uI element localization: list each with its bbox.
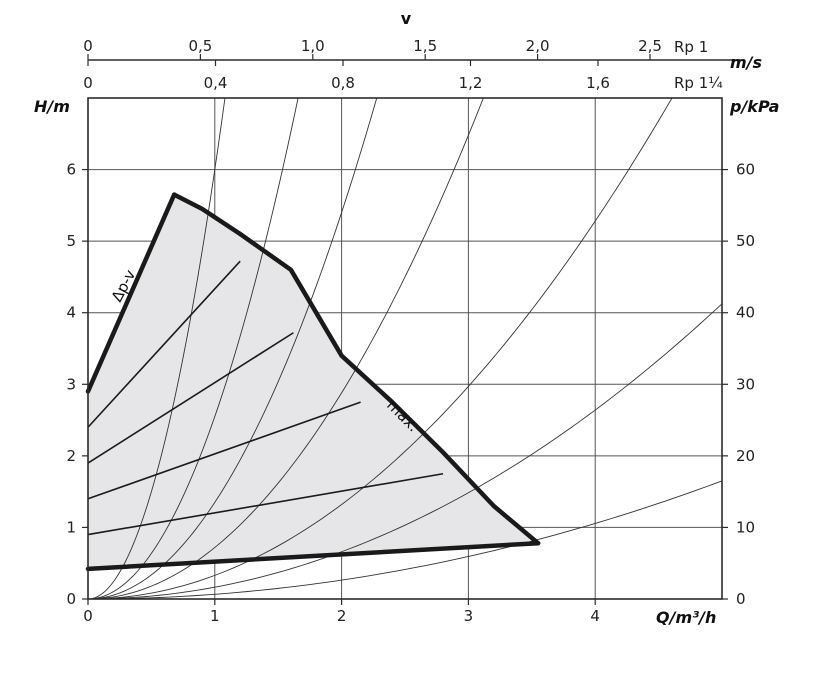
y-right-tick-label-6: 60 <box>736 161 755 179</box>
rp114-tick-label-3: 1,2 <box>459 74 483 92</box>
y-left-tick-label-6: 6 <box>66 161 76 179</box>
y-axis-right-ticks: 0 10 20 30 40 50 60 <box>722 161 755 608</box>
dp-v-curve <box>85 192 177 394</box>
top-axis-title: v <box>401 9 412 28</box>
y-right-tick-label-0: 0 <box>736 590 746 608</box>
x-tick-label-2: 2 <box>337 607 347 625</box>
rp1-tick-label-1: 0,5 <box>188 37 212 55</box>
rp1-tick-label-2: 1,0 <box>301 37 325 55</box>
x-tick-label-4: 4 <box>590 607 600 625</box>
rp1-tick-label-3: 1,5 <box>413 37 437 55</box>
y-left-tick-label-3: 3 <box>66 375 76 393</box>
rp1-tick-label-4: 2,0 <box>526 37 550 55</box>
rp114-tick-label-0: 0 <box>83 74 93 92</box>
operating-field <box>88 194 539 569</box>
system-curves <box>87 97 723 600</box>
rp114-tick-label-1: 0,4 <box>204 74 228 92</box>
plot-frame-rect <box>87 97 723 600</box>
y-right-tick-label-3: 30 <box>736 375 755 393</box>
top-axis-rp1-label: Rp 1 <box>674 38 708 56</box>
y-left-tick-label-1: 1 <box>66 518 76 536</box>
max-curve <box>171 192 541 546</box>
top-axis-rp114: 0 0,4 0,8 1,2 1,6 <box>83 60 610 92</box>
y-right-tick-label-5: 50 <box>736 232 755 250</box>
x-tick-label-1: 1 <box>210 607 220 625</box>
y-axis-left-label: H/m <box>34 97 70 116</box>
y-right-tick-label-1: 10 <box>736 518 755 536</box>
speed-line-3 <box>87 401 361 500</box>
top-axis-rp114-label: Rp 1¼ <box>674 74 723 92</box>
y-left-tick-label-5: 5 <box>66 232 76 250</box>
top-axis-rp1: 0 0,5 1,0 1,5 2,0 2,5 <box>83 37 742 61</box>
y-right-tick-label-2: 20 <box>736 447 755 465</box>
field-outline <box>85 192 541 572</box>
min-curve <box>85 540 541 572</box>
y-left-tick-label-4: 4 <box>66 304 76 322</box>
speed-line-1 <box>87 260 241 428</box>
speed-line-2 <box>87 332 294 464</box>
y-left-tick-label-0: 0 <box>66 590 76 608</box>
x-tick-label-0: 0 <box>83 607 93 625</box>
speed-line-4 <box>87 472 444 536</box>
y-right-tick-label-4: 40 <box>736 304 755 322</box>
speed-lines <box>87 260 444 536</box>
x-axis-ticks: 0 1 2 3 4 <box>83 599 600 625</box>
system-curve-4 <box>87 97 484 600</box>
top-axis-unit: m/s <box>730 53 762 72</box>
y-axis-left-ticks: 0 1 2 3 4 5 6 <box>66 161 88 608</box>
x-axis-label: Q/m³/h <box>656 608 716 627</box>
rp1-tick-label-5: 2,5 <box>638 37 662 55</box>
x-tick-label-3: 3 <box>464 607 474 625</box>
system-curve-6 <box>87 303 723 600</box>
plot-frame <box>87 97 723 600</box>
rp114-tick-label-2: 0,8 <box>331 74 355 92</box>
y-axis-right-label: p/kPa <box>729 97 779 116</box>
system-curve-7 <box>87 480 723 600</box>
system-curve-3 <box>87 97 378 600</box>
system-curve-5 <box>87 97 673 600</box>
y-left-tick-label-2: 2 <box>66 447 76 465</box>
rp114-tick-label-4: 1,6 <box>586 74 610 92</box>
operating-field-fill <box>88 194 539 569</box>
rp1-tick-label-0: 0 <box>83 37 93 55</box>
